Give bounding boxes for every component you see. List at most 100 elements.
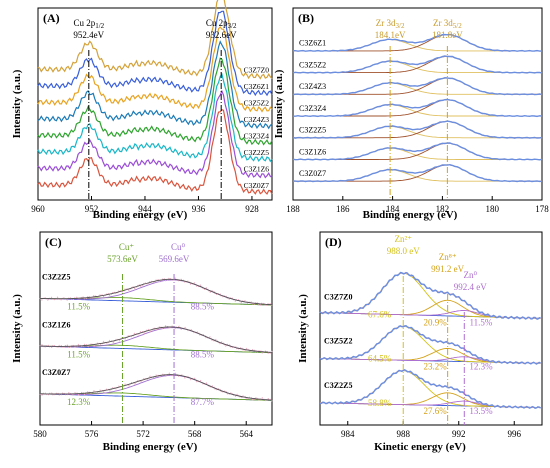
panel-label: (A)	[43, 11, 60, 25]
peak-label: Cu 2p3/2	[206, 18, 237, 30]
x-tick-label: 984	[341, 429, 355, 439]
plot-frame	[292, 7, 543, 201]
peak-label: Zr 3d3/2	[376, 18, 405, 30]
component-percent: 67.6%	[368, 309, 392, 319]
series-line	[37, 89, 273, 179]
series-line	[39, 325, 273, 354]
peak-label: Zr 3d5/2	[433, 18, 462, 30]
cu-plus-percent: 11.5%	[67, 349, 90, 359]
x-tick-label: 996	[508, 429, 522, 439]
panel-label: (B)	[298, 11, 314, 25]
component-percent: 13.5%	[469, 406, 493, 416]
series-line	[37, 108, 273, 195]
component-percent: 27.6%	[424, 406, 448, 416]
x-tick-label: 182	[436, 204, 450, 214]
series-label: C3Z2Z5	[324, 381, 352, 390]
peak-value: 991.2 eV	[431, 264, 464, 274]
cu-zero-percent: 87.7%	[191, 397, 215, 407]
series-line	[37, 57, 273, 146]
series-label: C3Z7Z0	[244, 66, 270, 75]
series-line	[319, 368, 542, 409]
series-label: C3Z1Z6	[299, 147, 326, 156]
panel-d: (D) 984 988 992 996 Kinetic energy (eV) Intens…	[297, 231, 543, 453]
fit-curve	[39, 278, 273, 306]
peak-value: 184.1eV	[375, 30, 406, 40]
series-line	[37, 26, 273, 113]
series-line	[37, 10, 273, 97]
component-percent: 11.5%	[469, 317, 492, 327]
x-tick-label: 952	[85, 204, 99, 214]
series-label: C3Z3Z4	[299, 104, 326, 113]
panel-a: (A) 960 952 944 936 928 Binding energy (eV) Int…	[11, 0, 273, 221]
series-line	[292, 142, 543, 161]
series-label: C3Z7Z0	[324, 292, 352, 301]
peak-label: Zn⁸⁺	[439, 252, 457, 262]
x-tick-label: 564	[239, 429, 253, 439]
x-tick-label: 580	[33, 429, 47, 439]
x-tick-label: 936	[192, 204, 206, 214]
panel-label: (D)	[325, 235, 342, 249]
series-label: C3Z2Z5	[299, 126, 326, 135]
series-label: C3Z0Z7	[299, 169, 326, 178]
component-percent: 58.8%	[368, 398, 392, 408]
plot-frame	[319, 231, 543, 426]
peak-label: Zn⁰	[463, 270, 477, 280]
series-label: C3Z5Z2	[244, 99, 270, 108]
x-tick-label: 944	[138, 204, 152, 214]
x-tick-label: 178	[535, 204, 549, 214]
x-tick-label: 568	[188, 429, 202, 439]
peak-value: 992.4 eV	[454, 282, 487, 292]
series-label: C3Z2Z5	[42, 273, 70, 282]
component-percent: 12.3%	[469, 362, 493, 372]
peak-label: Cu⁺	[119, 242, 135, 252]
peak-value: 181.8eV	[432, 30, 463, 40]
series-label: C3Z0Z7	[42, 368, 70, 377]
series-line	[293, 33, 542, 52]
x-tick-label: 988	[397, 429, 411, 439]
peak-label: Cu 2p1/2	[73, 18, 104, 30]
series-line	[292, 76, 543, 96]
x-axis-label: Kinetic energy (eV)	[374, 441, 466, 453]
x-tick-label: 184	[386, 204, 400, 214]
series-label: C3Z3Z4	[244, 132, 270, 141]
y-axis-label: Intensity (a.u.)	[273, 69, 285, 138]
series-line	[37, 0, 273, 80]
x-tick-label: 960	[31, 204, 45, 214]
fit-curve	[40, 374, 273, 401]
series-label: C3Z1Z6	[244, 165, 270, 174]
cu-plus-percent: 12.3%	[67, 397, 91, 407]
panel-c: (C) 580 576 572 568 564 Binding energy (eV) Int…	[11, 231, 273, 453]
cu-zero-percent: 88.5%	[191, 349, 215, 359]
series-label: C3Z6Z1	[244, 82, 270, 91]
series-line	[37, 40, 273, 130]
peak-value: 932.6eV	[206, 30, 237, 40]
x-tick-label: 992	[452, 429, 466, 439]
series-line	[37, 72, 273, 163]
series-label: C3Z4Z3	[244, 115, 270, 124]
series-line	[292, 120, 543, 139]
peak-label: Zn²⁺	[395, 234, 413, 244]
component-percent: 20.9%	[424, 317, 448, 327]
peak-value: 952.4eV	[73, 30, 104, 40]
cu-plus-percent: 11.5%	[67, 302, 90, 312]
x-axis-label: Binding energy (eV)	[103, 441, 198, 453]
series-label: C3Z5Z2	[299, 60, 326, 69]
series-label: C3Z5Z2	[324, 337, 352, 346]
cu-zero-percent: 88.5%	[191, 302, 215, 312]
series-line	[39, 277, 273, 307]
panel-label: (C)	[45, 235, 62, 249]
peak-value: 573.6eV	[107, 254, 138, 264]
component-percent: 64.5%	[368, 354, 392, 364]
series-line	[292, 55, 543, 74]
series-line	[292, 163, 543, 183]
panel-b: (B) 188 186 184 182 180 178 Binding energy (eV)…	[273, 7, 549, 221]
x-tick-label: 186	[336, 204, 350, 214]
y-axis-label: Intensity (a.u.)	[11, 69, 23, 138]
series-label: C3Z0Z7	[244, 181, 270, 190]
series-line	[293, 98, 543, 118]
peak-value: 569.6eV	[159, 254, 190, 264]
series-label: C3Z2Z5	[244, 148, 270, 157]
component-percent: 23.2%	[424, 362, 448, 372]
